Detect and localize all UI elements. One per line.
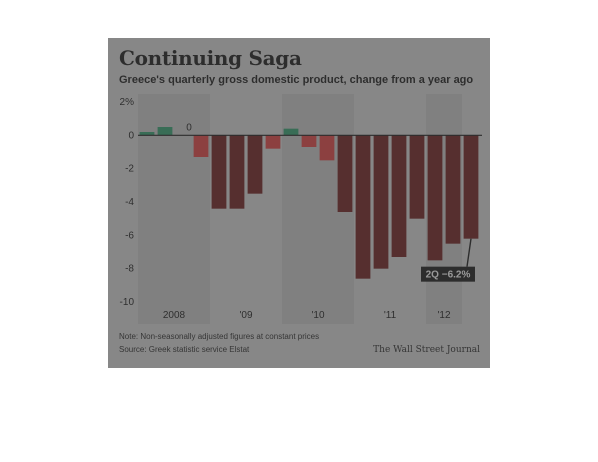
y-tick-label: 2% <box>120 97 135 108</box>
bar <box>193 135 209 157</box>
bar <box>373 135 389 269</box>
y-tick-label: -2 <box>125 164 134 175</box>
x-tick-label: '09 <box>239 310 252 321</box>
bar <box>157 127 173 136</box>
bar <box>319 135 335 161</box>
publisher-credit: The Wall Street Journal <box>373 345 480 355</box>
bar <box>211 135 227 209</box>
bar <box>283 128 299 136</box>
y-tick-label: 0 <box>128 130 134 141</box>
data-label: 0 <box>186 122 192 133</box>
y-tick-label: -4 <box>125 197 134 208</box>
bar <box>409 135 425 219</box>
bar <box>247 135 263 194</box>
bar <box>391 135 407 257</box>
y-tick-label: -10 <box>120 297 135 308</box>
bar <box>265 135 281 149</box>
bar <box>337 135 353 212</box>
bar <box>427 135 443 261</box>
chart-note: Note: Non-seasonally adjusted figures at… <box>119 332 320 341</box>
bar <box>445 135 461 244</box>
year-band <box>138 94 210 324</box>
x-tick-label: '11 <box>384 310 397 321</box>
x-tick-label: '10 <box>311 310 324 321</box>
y-tick-label: -8 <box>125 264 134 275</box>
chart-source: Source: Greek statistic service Elstat <box>119 345 250 354</box>
bar <box>355 135 371 279</box>
bar <box>301 135 317 147</box>
x-tick-label: 2008 <box>163 310 186 321</box>
annotation-pointer <box>466 238 472 267</box>
chart-panel: Continuing Saga Greece's quarterly gross… <box>108 38 490 368</box>
y-tick-label: -6 <box>125 230 134 241</box>
bar <box>229 135 245 209</box>
bar-chart: 2008 '09 '10 '11 '12 2% 0 -2 -4 -6 -8 -10 0 2Q −6.2% <box>120 94 482 324</box>
x-tick-label: '12 <box>437 310 450 321</box>
annotation-label: 2Q −6.2% <box>426 270 471 281</box>
bar <box>463 135 479 239</box>
